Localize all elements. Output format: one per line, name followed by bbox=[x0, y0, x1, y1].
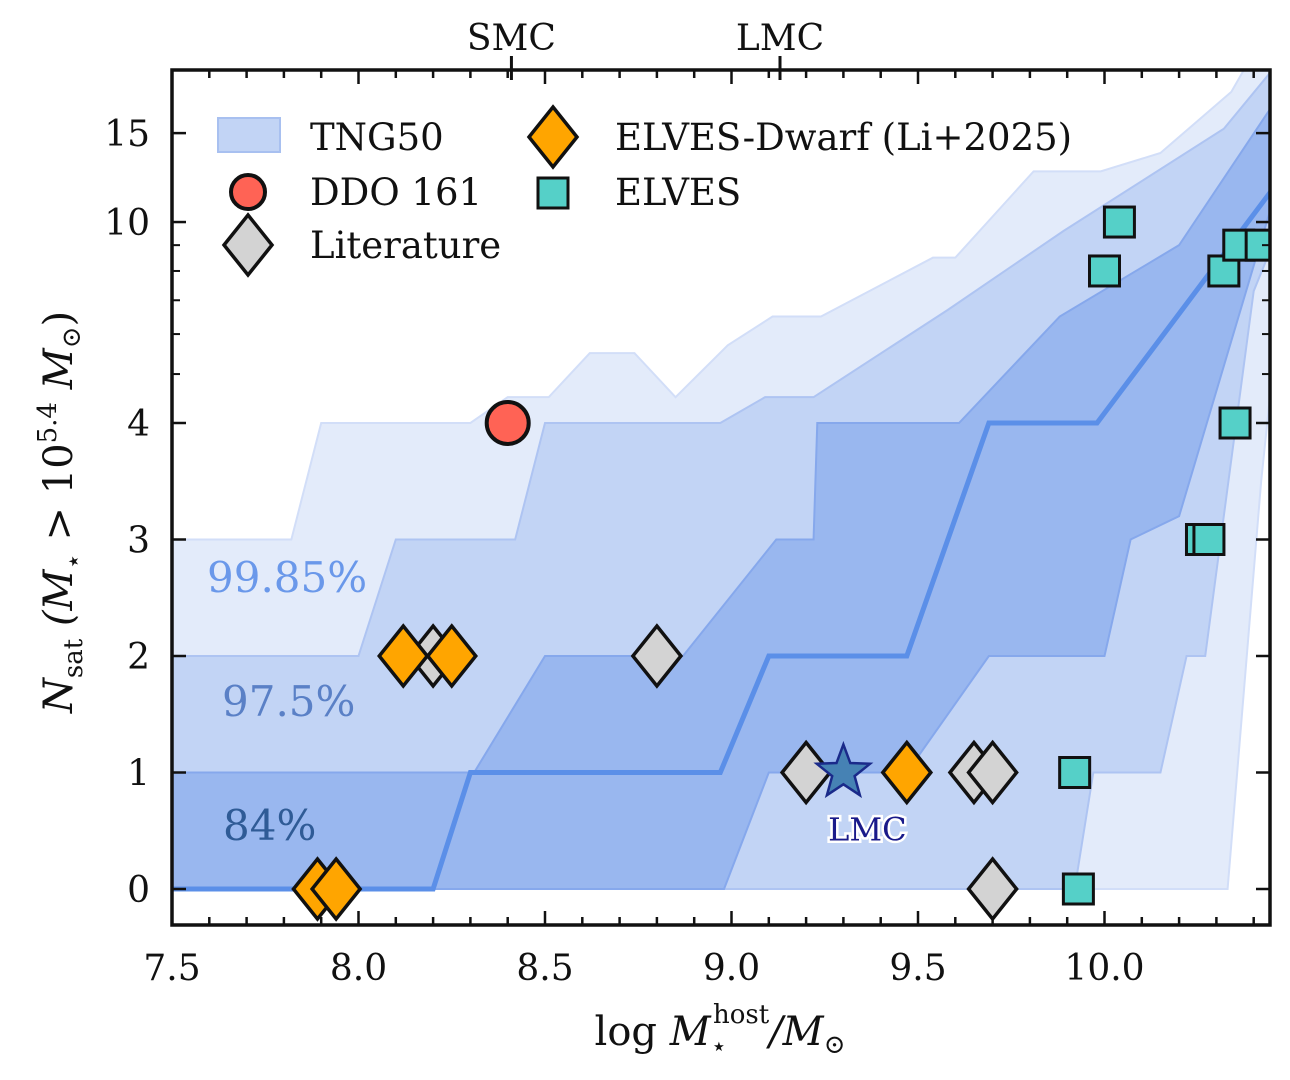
y-axis-label: Nsat (M⋆ > 105.4 M⊙) bbox=[33, 311, 89, 714]
x-label-host: host bbox=[713, 1000, 770, 1030]
tng50-bands: 99.85% 97.5% 84% bbox=[172, 70, 1270, 892]
elves-point bbox=[1088, 254, 1121, 288]
y-label-sun: ⊙ bbox=[57, 327, 87, 349]
y-tick-label: 10 bbox=[104, 203, 150, 244]
x-axis-label: log M⋆host/M⊙ bbox=[595, 1000, 846, 1062]
lmc-star-marker bbox=[813, 740, 874, 799]
legend-label: DDO 161 bbox=[310, 171, 482, 214]
band-975 bbox=[172, 71, 1270, 890]
legend: TNG50 DDO 161 Literature ELVES-Dwarf (Li+20… bbox=[217, 104, 1072, 278]
band-label: 97.5% bbox=[222, 677, 355, 726]
x-label-rest: /M bbox=[765, 1009, 824, 1055]
top-axis-label: LMC bbox=[736, 18, 824, 59]
y-label-open: (M bbox=[36, 568, 82, 638]
y-tick-label: 2 bbox=[127, 637, 150, 678]
x-tick-label: 10.0 bbox=[1064, 948, 1144, 989]
legend-label: TNG50 bbox=[310, 116, 444, 159]
ddo161-point bbox=[484, 400, 531, 446]
elves-dwarf-point bbox=[377, 623, 430, 689]
elves-point bbox=[1244, 228, 1270, 262]
y-label-msun: M bbox=[36, 347, 82, 402]
y-label-sat: sat bbox=[59, 638, 89, 678]
y-label-n: N bbox=[36, 676, 82, 714]
y-tick-label: 1 bbox=[127, 754, 150, 795]
x-tick-label: 8.0 bbox=[330, 948, 387, 989]
x-tick-label: 9.0 bbox=[703, 948, 760, 989]
x-tick-label: 7.5 bbox=[143, 948, 200, 989]
y-label-exp: 5.4 bbox=[33, 402, 63, 443]
x-label-prefix: log bbox=[595, 1009, 670, 1055]
legend-label: ELVES-Dwarf (Li+2025) bbox=[615, 116, 1072, 159]
legend-literature-marker bbox=[221, 212, 275, 278]
elves-point bbox=[1061, 872, 1095, 906]
elves-point bbox=[1102, 205, 1136, 239]
y-tick-label: 15 bbox=[104, 114, 150, 155]
data-markers: LMC bbox=[291, 205, 1270, 922]
y-label-gt: > 10 bbox=[36, 443, 82, 553]
elves-dwarf-point bbox=[880, 739, 934, 806]
x-label-m: M bbox=[669, 1009, 712, 1055]
top-axis-label: SMC bbox=[467, 18, 556, 59]
y-tick-label: 0 bbox=[127, 870, 150, 911]
legend-label: Literature bbox=[310, 224, 501, 267]
elves-dwarf-point bbox=[309, 856, 363, 922]
band-label: 84% bbox=[223, 801, 316, 850]
x-label-star: ⋆ bbox=[711, 1032, 727, 1062]
elves-dwarf-point bbox=[425, 623, 478, 689]
axes: 7.5 8.0 8.5 9.0 9.5 10.0 0 1 2 3 4 10 15 SMC LMC bbox=[104, 18, 1272, 989]
legend-elves-marker bbox=[536, 176, 570, 210]
y-tick-label: 3 bbox=[127, 521, 150, 562]
legend-tng50-swatch bbox=[217, 117, 281, 153]
elves-point bbox=[1058, 756, 1092, 789]
x-tick-label: 9.5 bbox=[889, 948, 946, 989]
literature-point bbox=[966, 739, 1019, 806]
lmc-annotation: LMC bbox=[828, 811, 907, 849]
literature-point bbox=[630, 623, 684, 689]
y-label-star: ⋆ bbox=[59, 553, 89, 569]
y-label-close: ) bbox=[36, 311, 82, 327]
x-tick-label: 8.5 bbox=[516, 948, 573, 989]
elves-point bbox=[1218, 406, 1252, 440]
band-label: 99.85% bbox=[207, 553, 367, 602]
x-label-sun: ⊙ bbox=[824, 1030, 846, 1060]
median-line bbox=[172, 188, 1270, 892]
legend-elves-dwarf-marker bbox=[526, 104, 580, 170]
legend-label: ELVES bbox=[615, 171, 741, 214]
plot-frame bbox=[170, 68, 1272, 927]
legend-ddo161-marker bbox=[229, 173, 267, 211]
elves-point bbox=[1192, 523, 1226, 556]
y-tick-label: 4 bbox=[127, 404, 150, 445]
